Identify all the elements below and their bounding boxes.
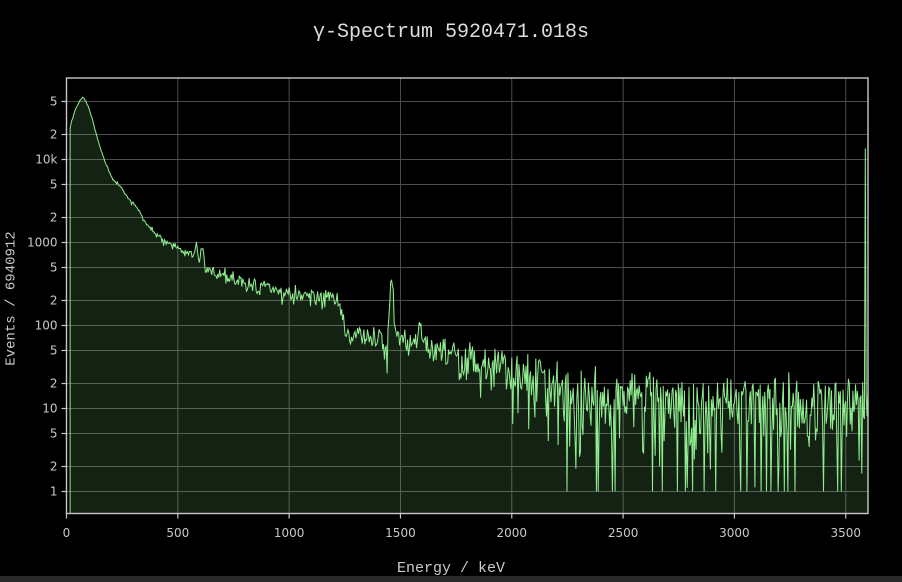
spectrum-area-fill (70, 97, 869, 514)
x-tick-label: 1000 (274, 526, 305, 540)
y-tick-label: 2 (50, 294, 58, 308)
taskbar-strip (0, 576, 902, 582)
x-tick-label: 2500 (608, 526, 639, 540)
y-axis-title: Events / 6940912 (3, 231, 20, 366)
x-tick-label: 0 (63, 526, 71, 540)
x-tick-label: 500 (166, 526, 189, 540)
x-tick-label: 3500 (830, 526, 861, 540)
x-tick-label: 3000 (719, 526, 750, 540)
y-tick-label: 1 (50, 485, 58, 499)
x-tick-label: 1500 (385, 526, 416, 540)
y-tick-label: 5 (50, 260, 58, 274)
y-tick-label: 2 (50, 211, 58, 225)
spectrum-trace (69, 96, 869, 514)
y-tick-label: 1000 (27, 236, 58, 250)
y-tick-label: 10 (42, 402, 57, 416)
y-tick-label: 5 (50, 177, 58, 191)
plot-frame (65, 77, 869, 515)
page-title: γ-Spectrum 5920471.018s (312, 21, 590, 44)
x-tick-label: 2000 (497, 526, 528, 540)
y-tick-label: 5 (50, 94, 58, 108)
y-tick-label: 2 (50, 377, 58, 391)
y-tick-label: 5 (50, 426, 58, 440)
x-axis-title: Energy / keV (396, 560, 506, 577)
y-tick-label: 10k (35, 153, 57, 167)
y-tick-label: 100 (35, 319, 58, 333)
y-tick-label: 2 (50, 128, 58, 142)
y-tick-label: 2 (50, 460, 58, 474)
y-tick-label: 5 (50, 343, 58, 357)
